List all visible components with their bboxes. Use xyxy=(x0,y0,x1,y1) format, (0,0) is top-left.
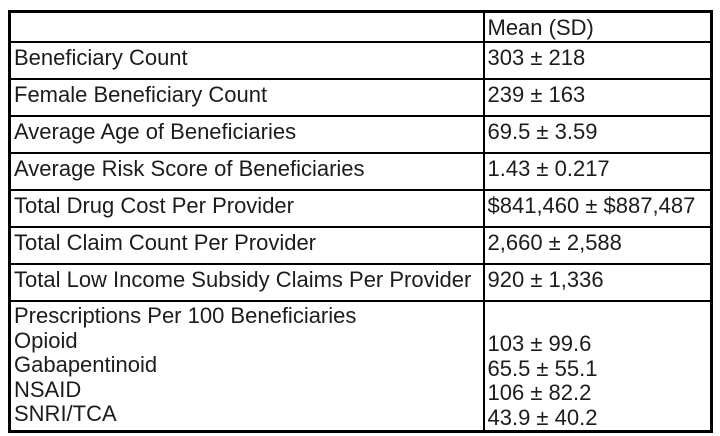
table-row: Beneficiary Count 303 ± 218 xyxy=(8,41,713,80)
group-item-label: Opioid xyxy=(14,327,78,353)
metric-value: 1.43 ± 0.217 xyxy=(482,152,713,191)
metric-label: Average Risk Score of Beneficiaries xyxy=(8,152,485,191)
metric-label: Total Drug Cost Per Provider xyxy=(8,189,485,228)
metric-value: $841,460 ± $887,487 xyxy=(482,189,713,228)
table-row: Total Low Income Subsidy Claims Per Prov… xyxy=(8,263,713,302)
table-row: Average Risk Score of Beneficiaries 1.43… xyxy=(8,152,713,191)
mean-sd-column-header: Mean (SD) xyxy=(482,10,713,43)
table-row: Total Drug Cost Per Provider $841,460 ± … xyxy=(8,189,713,228)
table-row: Total Claim Count Per Provider 2,660 ± 2… xyxy=(8,226,713,265)
metric-value: 239 ± 163 xyxy=(482,78,713,117)
table-row: Average Age of Beneficiaries 69.5 ± 3.59 xyxy=(8,115,713,154)
group-item-value: 106 ± 82.2 xyxy=(487,380,592,405)
group-values-cell: 103 ± 99.6 65.5 ± 55.1 106 ± 82.2 43.9 ±… xyxy=(482,300,713,433)
group-item-label: NSAID xyxy=(14,376,82,402)
metric-label: Female Beneficiary Count xyxy=(8,78,485,117)
metric-column-header xyxy=(8,10,485,43)
header-row: Mean (SD) xyxy=(8,10,713,43)
metric-value: 920 ± 1,336 xyxy=(482,263,713,302)
group-item-label: SNRI/TCA xyxy=(14,401,117,426)
metric-label: Total Claim Count Per Provider xyxy=(8,226,485,265)
metric-value: 2,660 ± 2,588 xyxy=(482,226,713,265)
group-item-value: 43.9 ± 40.2 xyxy=(487,404,598,430)
metric-value: 69.5 ± 3.59 xyxy=(482,115,713,154)
metric-label: Total Low Income Subsidy Claims Per Prov… xyxy=(8,263,485,302)
metric-label: Average Age of Beneficiaries xyxy=(8,115,485,154)
table-row: Female Beneficiary Count 239 ± 163 xyxy=(8,78,713,117)
group-labels-cell: Prescriptions Per 100 Beneficiaries Opio… xyxy=(8,300,485,433)
group-item-value: 103 ± 99.6 xyxy=(487,331,592,356)
group-title: Prescriptions Per 100 Beneficiaries xyxy=(14,303,357,328)
group-item-label: Gabapentinoid xyxy=(14,352,158,377)
metric-value: 303 ± 218 xyxy=(482,41,713,80)
table-row-group: Prescriptions Per 100 Beneficiaries Opio… xyxy=(8,300,713,433)
summary-statistics-table: Mean (SD) Beneficiary Count 303 ± 218 Fe… xyxy=(8,10,713,433)
metric-label: Beneficiary Count xyxy=(8,41,485,80)
group-item-value: 65.5 ± 55.1 xyxy=(487,355,598,381)
empty-line-spacer xyxy=(488,304,709,332)
